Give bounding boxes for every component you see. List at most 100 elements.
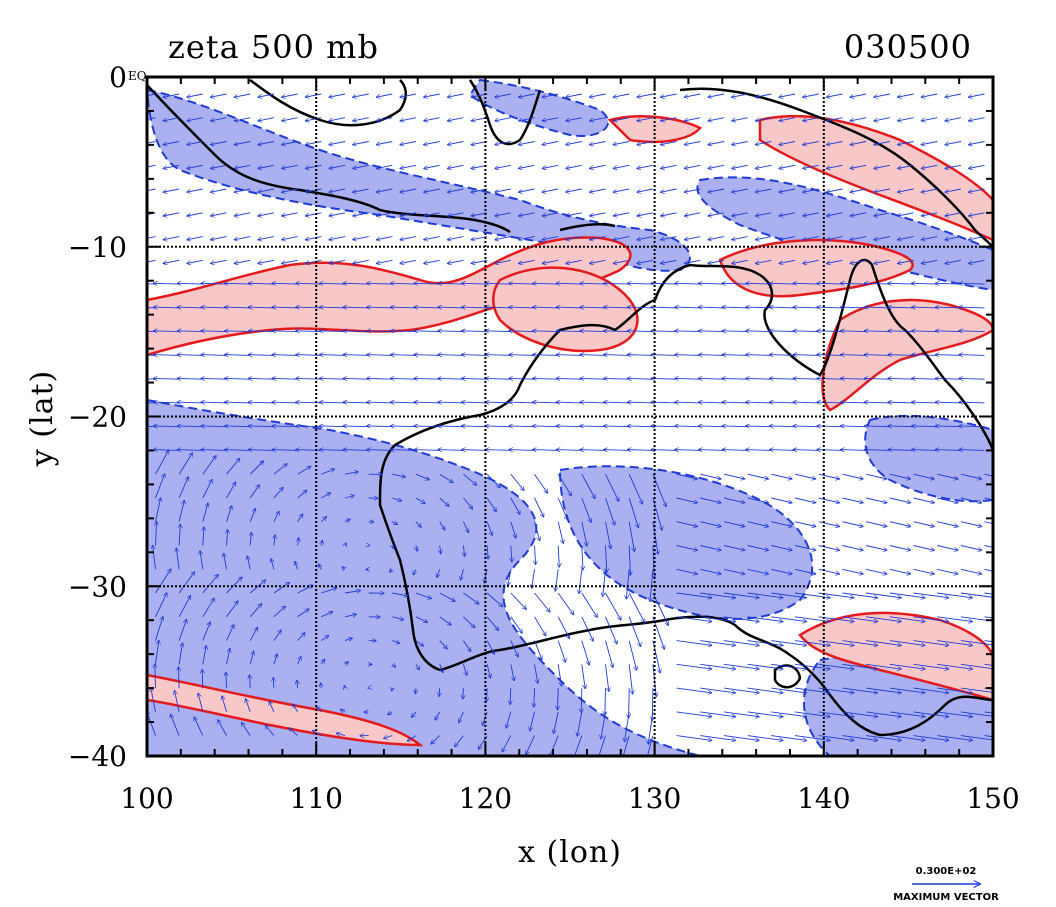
wind-vector — [937, 687, 972, 693]
wind-vector — [864, 307, 890, 308]
wind-vector — [163, 236, 180, 240]
wind-vector — [817, 402, 843, 403]
wind-vector — [155, 450, 169, 475]
wind-vector — [321, 588, 337, 594]
wind-vector — [329, 164, 346, 168]
wind-vector — [684, 259, 701, 263]
wind-vector — [461, 569, 464, 580]
wind-vector — [202, 646, 206, 665]
wind-vector — [708, 93, 725, 97]
wind-vector — [945, 117, 961, 121]
wind-vector — [438, 355, 464, 356]
wind-vector — [211, 212, 227, 216]
wind-vector — [771, 663, 806, 669]
wind-vector — [519, 164, 535, 168]
wind-vector — [462, 283, 488, 284]
wind-vector — [305, 93, 322, 97]
wind-vector — [558, 688, 559, 710]
y-tick-label: −30 — [68, 570, 127, 603]
wind-vector — [414, 378, 440, 379]
wind-vector — [440, 545, 441, 554]
wind-vector — [556, 378, 582, 379]
wind-vector — [329, 212, 346, 216]
wind-vector — [676, 521, 698, 527]
wind-vector — [747, 616, 783, 622]
wind-vector — [959, 355, 985, 356]
wind-vector — [628, 640, 636, 671]
wind-vector — [177, 331, 203, 332]
wind-vector — [414, 355, 440, 356]
wind-vector — [675, 283, 701, 284]
wind-vector — [329, 141, 346, 145]
wind-vector — [147, 307, 156, 309]
wind-vector — [912, 355, 938, 356]
wind-vector — [889, 711, 925, 717]
wind-vector — [510, 688, 511, 704]
wind-vector — [509, 450, 535, 451]
wind-vector — [258, 188, 274, 192]
wind-vector — [463, 640, 470, 652]
wind-vector — [550, 735, 559, 756]
wind-vector — [511, 545, 512, 562]
x-tick-label: 150 — [966, 782, 1019, 815]
wind-vector — [234, 93, 251, 97]
wind-vector — [628, 592, 645, 623]
wind-vector — [866, 711, 901, 717]
wind-vector — [698, 402, 725, 403]
wind-vector — [211, 93, 227, 97]
wind-vector — [533, 378, 559, 379]
wind-vector — [700, 663, 735, 669]
wind-vector — [225, 378, 251, 379]
wind-vector — [202, 503, 208, 522]
wind-vector — [700, 545, 721, 551]
wind-vector — [960, 497, 982, 503]
wind-vector — [297, 633, 305, 641]
wind-vector — [282, 236, 298, 240]
wind-vector — [722, 450, 748, 451]
wind-vector — [723, 735, 759, 741]
wind-vector — [803, 164, 819, 168]
wind-vector — [864, 402, 890, 403]
wind-vector — [604, 402, 630, 403]
wind-vector — [415, 592, 432, 599]
wind-vector — [661, 141, 677, 145]
sumatra-java-coast — [147, 84, 511, 234]
wind-vector — [676, 663, 712, 669]
wind-vector — [747, 545, 769, 551]
wind-vector — [842, 592, 877, 598]
wind-vector — [530, 711, 535, 731]
wind-vector — [282, 141, 298, 145]
wind-vector — [319, 331, 346, 332]
wind-vector — [771, 735, 806, 741]
wind-vector — [392, 664, 395, 667]
wind-vector — [803, 236, 819, 240]
wind-vector — [698, 355, 725, 356]
wind-vector — [732, 188, 748, 192]
wind-vector — [865, 545, 887, 551]
wind-vector — [509, 283, 535, 284]
wind-vector — [769, 426, 796, 427]
wind-vector — [343, 331, 369, 332]
wind-vector — [556, 307, 582, 308]
wind-vector — [242, 722, 251, 736]
wind-vector — [661, 259, 677, 263]
wind-vector — [463, 545, 464, 557]
wind-vector — [297, 657, 301, 665]
wind-vector — [598, 735, 606, 756]
wind-vector — [580, 283, 606, 284]
wind-vector — [447, 117, 464, 121]
wind-vector — [202, 456, 216, 475]
wind-vector — [629, 545, 630, 576]
wind-vector — [447, 93, 464, 97]
wind-vector — [700, 640, 735, 646]
wind-vector — [864, 450, 890, 451]
wind-vector — [913, 616, 949, 622]
wind-vector — [625, 711, 630, 742]
wind-vector — [198, 693, 204, 713]
wind-vector — [842, 663, 877, 669]
wind-vector — [154, 402, 180, 403]
wind-vector — [345, 662, 348, 665]
wind-vector — [747, 640, 783, 646]
wind-vector — [177, 402, 203, 403]
wind-vector — [945, 188, 961, 192]
